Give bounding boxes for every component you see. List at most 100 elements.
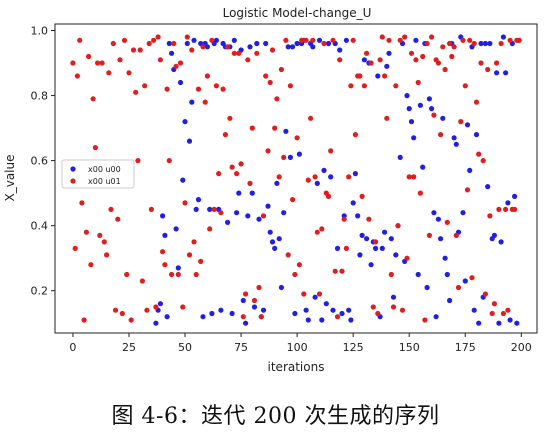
data-point-x00-u01 (294, 135, 300, 141)
data-point-x00-u00 (218, 307, 224, 313)
data-point-x00-u00 (184, 40, 190, 47)
data-point-x00-u01 (413, 57, 419, 63)
data-point-x00-u01 (108, 206, 114, 212)
data-point-x00-u00 (478, 40, 484, 47)
data-point-x00-u01 (332, 268, 338, 274)
data-point-x00-u00 (390, 294, 397, 300)
data-point-x00-u01 (384, 115, 390, 121)
data-point-x00-u01 (435, 60, 441, 66)
x-axis-ticks: 0 25 50 75 100 125 150 175 200 (69, 333, 532, 354)
data-point-x00-u01 (471, 40, 477, 47)
y-tick-label: 1.0 (31, 25, 49, 38)
data-point-x00-u01 (142, 83, 148, 89)
x-tick-label: 150 (399, 341, 420, 354)
data-point-x00-u01 (121, 37, 128, 43)
data-point-x00-u01 (209, 37, 215, 43)
data-point-x00-u01 (299, 37, 305, 43)
data-point-x00-u00 (186, 138, 193, 144)
data-point-x00-u01 (229, 164, 235, 170)
data-point-x00-u01 (115, 216, 121, 222)
data-point-x00-u01 (462, 83, 468, 89)
data-point-x00-u01 (126, 70, 132, 76)
data-point-x00-u01 (361, 83, 367, 89)
data-point-x00-u00 (339, 310, 345, 317)
data-point-x00-u01 (469, 275, 475, 281)
data-point-x00-u00 (310, 44, 316, 50)
data-point-x00-u01 (325, 193, 332, 199)
data-point-x00-u01 (328, 148, 334, 154)
data-point-x00-u01 (130, 47, 137, 53)
data-point-x00-u01 (301, 291, 307, 297)
data-point-x00-u00 (267, 229, 273, 235)
data-point-x00-u01 (373, 239, 379, 245)
data-point-x00-u01 (388, 271, 394, 278)
data-point-x00-u00 (175, 265, 181, 271)
data-point-x00-u01 (438, 132, 444, 138)
data-point-x00-u00 (375, 73, 381, 79)
data-point-x00-u00 (274, 180, 280, 186)
data-point-x00-u00 (189, 99, 195, 105)
data-point-x00-u01 (364, 50, 370, 56)
data-point-x00-u01 (417, 190, 423, 196)
data-point-x00-u01 (160, 249, 166, 255)
data-point-x00-u00 (348, 317, 354, 323)
data-point-x00-u01 (458, 119, 464, 125)
data-point-x00-u01 (175, 271, 181, 278)
data-point-x00-u01 (319, 226, 325, 232)
chart-title: Logistic Model-change_U (223, 6, 372, 20)
data-point-x00-u00 (415, 271, 421, 278)
data-point-x00-u01 (316, 291, 323, 297)
data-point-x00-u01 (200, 44, 206, 50)
data-point-x00-u00 (491, 232, 497, 238)
data-point-x00-u01 (193, 271, 199, 278)
data-point-x00-u00 (343, 37, 349, 43)
data-point-x00-u01 (511, 206, 518, 212)
y-tick-label: 0.4 (31, 220, 49, 233)
data-point-x00-u00 (464, 122, 471, 128)
data-point-x00-u01 (211, 206, 217, 212)
data-point-x00-u00 (285, 44, 291, 50)
data-point-x00-u01 (81, 317, 87, 323)
data-point-x00-u01 (274, 96, 280, 102)
data-point-x00-u00 (417, 102, 423, 108)
data-point-x00-u00 (482, 40, 488, 47)
data-point-x00-u01 (406, 174, 412, 180)
y-tick-label: 0.6 (31, 155, 49, 168)
data-point-x00-u01 (467, 37, 473, 43)
scatter-chart: Logistic Model-change_U 0 25 50 75 100 125 150… (3, 6, 538, 374)
data-point-x00-u00 (240, 297, 246, 304)
data-point-x00-u00 (408, 119, 415, 125)
data-point-x00-u00 (494, 70, 500, 76)
data-point-x00-u00 (467, 167, 473, 173)
data-point-x00-u01 (260, 213, 267, 219)
data-point-x00-u01 (265, 148, 271, 154)
data-point-x00-u01 (110, 40, 116, 47)
data-point-x00-u01 (415, 79, 421, 86)
data-point-x00-u00 (503, 70, 509, 76)
data-point-x00-u01 (97, 232, 103, 238)
data-point-x00-u00 (453, 141, 459, 147)
data-point-x00-u00 (283, 128, 289, 134)
data-point-x00-u00 (207, 206, 213, 212)
data-point-x00-u00 (433, 314, 439, 320)
data-point-x00-u01 (88, 262, 94, 268)
data-point-x00-u01 (290, 197, 296, 203)
data-point-x00-u00 (426, 96, 432, 102)
data-point-x00-u00 (352, 171, 358, 177)
data-point-x00-u01 (408, 50, 415, 56)
data-point-x00-u01 (346, 174, 352, 180)
data-point-x00-u00 (346, 307, 352, 313)
data-point-x00-u00 (404, 93, 410, 99)
data-point-x00-u00 (368, 262, 374, 268)
data-point-x00-u00 (260, 307, 267, 313)
data-point-x00-u00 (236, 190, 242, 196)
x-tick-label: 125 (343, 341, 364, 354)
data-point-x00-u00 (276, 236, 282, 242)
data-point-x00-u01 (238, 161, 244, 167)
legend-label-x00-u00: x00 u00 (88, 165, 121, 174)
data-point-x00-u01 (292, 271, 298, 278)
data-point-x00-u00 (225, 219, 231, 225)
data-point-x00-u01 (249, 125, 255, 131)
data-point-x00-u01 (390, 304, 397, 310)
x-tick-label: 0 (69, 341, 76, 354)
